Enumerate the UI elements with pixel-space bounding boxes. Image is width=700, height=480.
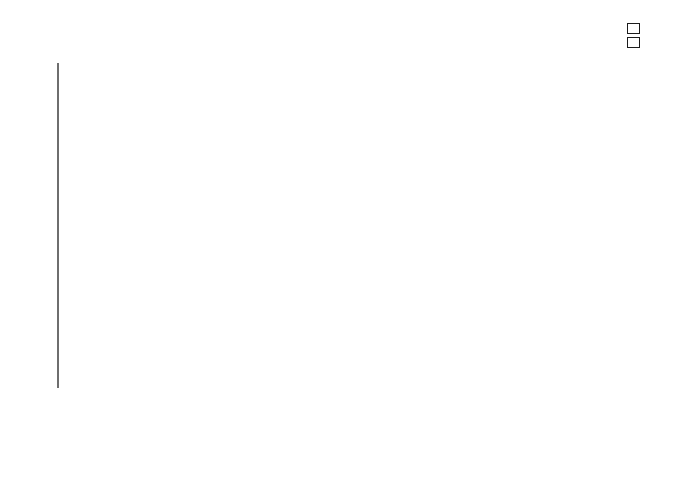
legend-swatch-uc003itf [627, 23, 640, 34]
legend-item-uc003ite [627, 36, 647, 49]
legend-swatch-uc003ite [627, 37, 640, 48]
legend [627, 22, 647, 50]
y-axis-line [57, 63, 59, 388]
legend-item-uc003itf [627, 22, 647, 35]
